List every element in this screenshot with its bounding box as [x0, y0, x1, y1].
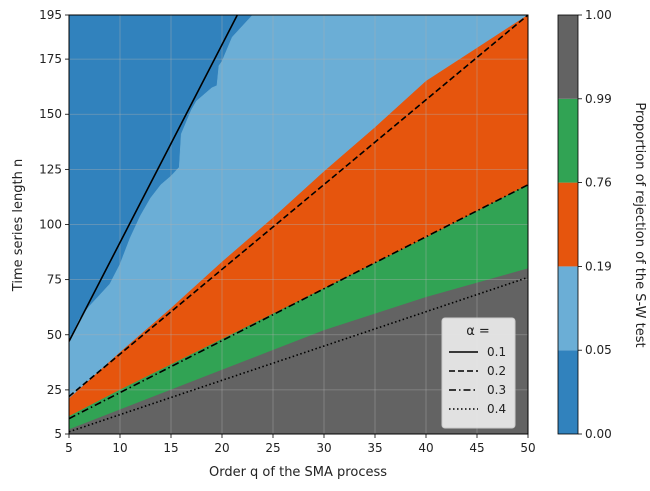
- legend-label-0.4: 0.4: [487, 402, 506, 416]
- x-tick-label: 40: [418, 441, 433, 455]
- y-tick-label: 100: [39, 218, 62, 232]
- colorbar-label: Proportion of rejection of the S-W test: [632, 102, 647, 347]
- y-tick-label: 150: [39, 107, 62, 121]
- line-alpha-0.1: [69, 15, 239, 342]
- colorbar-segment-2: [558, 266, 578, 351]
- significance-lines: [69, 15, 528, 433]
- colorbar-segment-1: [558, 350, 578, 434]
- legend-title: α =: [466, 324, 490, 339]
- x-tick-label: 5: [65, 441, 73, 455]
- x-tick-label: 25: [265, 441, 280, 455]
- colorbar-tick-label: 1.00: [585, 8, 612, 22]
- x-axis: 5 10 15 20 25 30 35 40 45 50: [65, 434, 536, 455]
- x-tick-label: 20: [214, 441, 229, 455]
- y-tick-label: 75: [47, 273, 62, 287]
- x-axis-label: Order q of the SMA process: [209, 465, 387, 480]
- y-axis-label: Time series length n: [11, 159, 26, 292]
- x-tick-label: 45: [469, 441, 484, 455]
- colorbar-segment-4: [558, 98, 578, 183]
- x-tick-label: 10: [112, 441, 127, 455]
- colorbar-tick-label: 0.00: [585, 427, 612, 441]
- colorbar-tick-label: 0.19: [585, 259, 612, 273]
- line-alpha-0.3: [69, 184, 528, 420]
- legend-label-0.2: 0.2: [487, 364, 506, 378]
- colorbar-segment-3: [558, 182, 578, 267]
- legend-label-0.1: 0.1: [487, 345, 506, 359]
- y-tick-label: 195: [39, 8, 62, 22]
- grid: [69, 15, 528, 434]
- colorbar-tick-label: 0.76: [585, 176, 612, 190]
- y-tick-label: 125: [39, 162, 62, 176]
- y-tick-label: 175: [39, 52, 62, 66]
- line-alpha-0.4: [69, 276, 528, 433]
- x-tick-label: 35: [367, 441, 382, 455]
- colorbar: 0.00 0.05 0.19 0.76 0.99 1.00: [557, 8, 612, 441]
- x-tick-label: 30: [316, 441, 331, 455]
- y-tick-label: 50: [47, 328, 62, 342]
- y-tick-label: 5: [54, 427, 62, 441]
- colorbar-tick-label: 0.99: [585, 92, 612, 106]
- colorbar-segment-5: [558, 15, 578, 99]
- line-alpha-0.2: [69, 15, 528, 398]
- legend-box: [441, 317, 516, 429]
- y-tick-label: 25: [47, 383, 62, 397]
- legend: α = 0.1 0.2 0.3 0.4: [441, 317, 516, 429]
- x-tick-label: 15: [163, 441, 178, 455]
- legend-label-0.3: 0.3: [487, 383, 506, 397]
- y-axis: 5 25 50 75 100 125 150 175 195: [39, 8, 69, 441]
- colorbar-frame: [557, 14, 579, 435]
- x-tick-label: 50: [520, 441, 535, 455]
- colorbar-tick-label: 0.05: [585, 343, 612, 357]
